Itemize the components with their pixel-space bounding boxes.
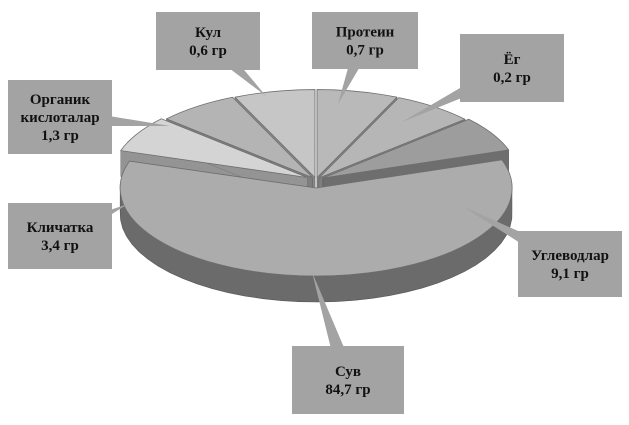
- data-label-name-кличатка-0: Кличатка: [27, 220, 94, 236]
- data-label-value-кул-1: 0,6 гр: [189, 43, 227, 59]
- data-label-value-кличатка-1: 3,4 гр: [41, 238, 79, 254]
- callout-box-сув: [292, 346, 404, 414]
- data-label-value-протеин-1: 0,7 гр: [346, 43, 384, 59]
- data-label-value-органик-кислоталар-2: 1,3 гр: [41, 128, 79, 144]
- data-label-name-углеводлар-0: Углеводлар: [531, 248, 609, 264]
- data-label-name-кул-0: Кул: [195, 25, 222, 41]
- data-label-value-сув-1: 84,7 гр: [325, 382, 370, 398]
- callout-box-протеин: [312, 12, 418, 69]
- data-label-value-углеводлар-1: 9,1 гр: [551, 266, 589, 282]
- slice-протеин: [316, 89, 398, 179]
- callout-box-кличатка: [8, 203, 112, 269]
- data-label-name-ёг-0: Ёг: [504, 52, 521, 68]
- data-label-name-органик-кислоталар-0: Органик: [30, 92, 91, 108]
- slice-кличатка: [120, 118, 308, 178]
- slice-углеводлар: [322, 118, 510, 179]
- data-label-value-ёг-1: 0,2 гр: [493, 70, 531, 86]
- data-label-name-органик-кислоталар-1: кислоталар: [20, 110, 99, 126]
- callout-box-ёг: [460, 34, 564, 102]
- callout-box-органик-кислоталар: [8, 80, 112, 154]
- pie-slices: [119, 89, 513, 277]
- data-label-name-сув-0: Сув: [335, 364, 361, 380]
- slice-органик-кислоталар: [165, 96, 313, 178]
- slice-сув: [119, 159, 513, 277]
- callouts: Протеин 0,7 гр Ёг 0,2 гр Углеводлар 9,1 гр Сув…: [8, 12, 622, 414]
- callout-box-кул: [156, 12, 260, 70]
- slice-кул: [234, 89, 316, 179]
- data-label-name-протеин-0: Протеин: [336, 25, 395, 41]
- callout-box-углеводлар: [518, 231, 622, 297]
